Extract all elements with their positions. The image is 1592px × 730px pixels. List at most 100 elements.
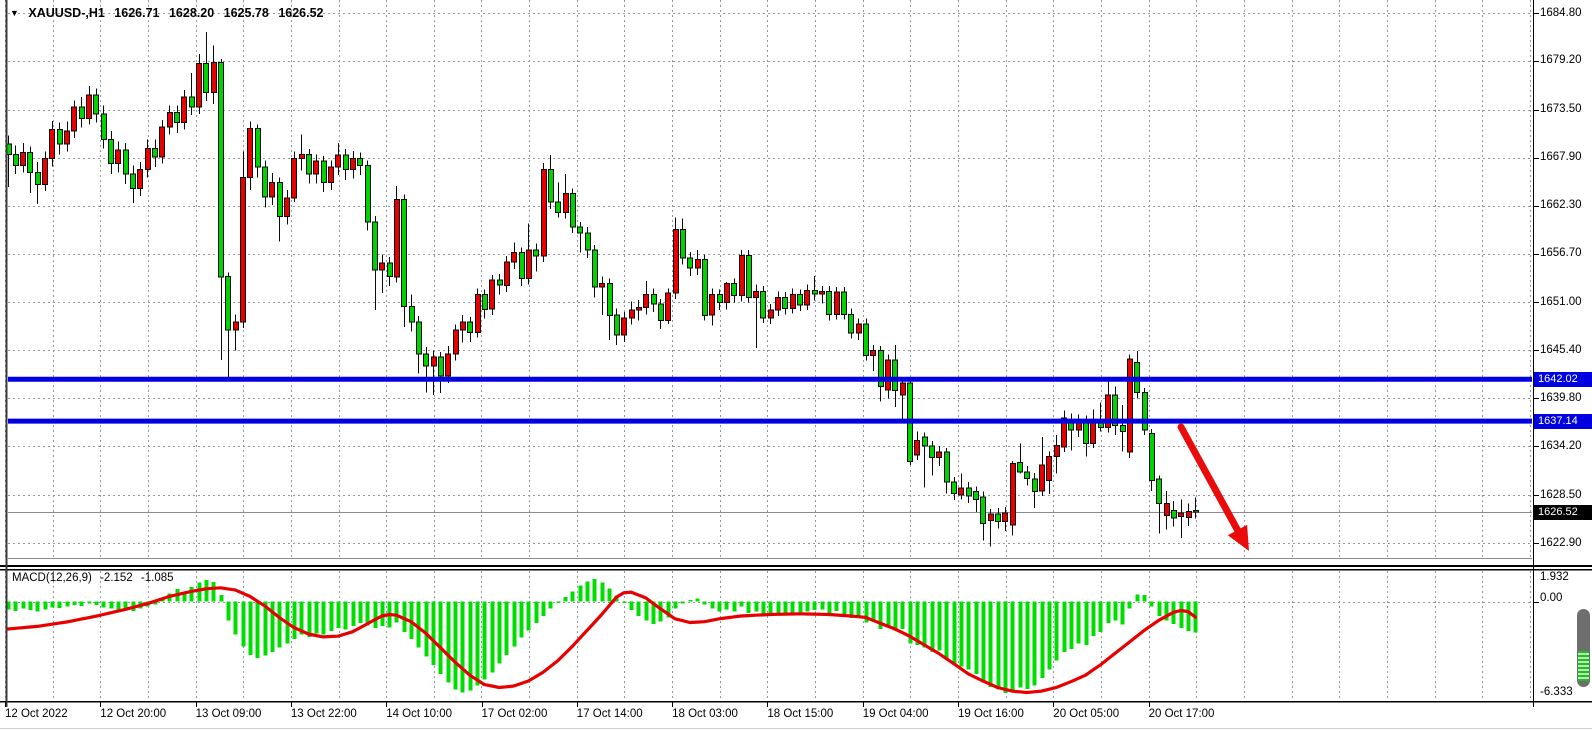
- candle-body[interactable]: [519, 252, 525, 279]
- candle-body[interactable]: [541, 169, 547, 257]
- candle-body[interactable]: [130, 173, 136, 190]
- candle-body[interactable]: [93, 94, 99, 115]
- candle-body[interactable]: [299, 153, 305, 160]
- candle-body[interactable]: [526, 249, 532, 279]
- candle-body[interactable]: [321, 160, 327, 184]
- candle-body[interactable]: [782, 296, 788, 309]
- candle-body[interactable]: [797, 294, 803, 306]
- candle-body[interactable]: [1171, 510, 1177, 519]
- candle-body[interactable]: [988, 513, 994, 522]
- candle-body[interactable]: [416, 321, 422, 355]
- candle-body[interactable]: [482, 294, 488, 310]
- candle-body[interactable]: [35, 171, 41, 185]
- candle-body[interactable]: [555, 201, 561, 213]
- candle-body[interactable]: [760, 290, 766, 319]
- candle-body[interactable]: [269, 182, 275, 198]
- trend-arrow-head[interactable]: [1227, 524, 1249, 551]
- candle-body[interactable]: [709, 294, 715, 316]
- candle-body[interactable]: [929, 445, 935, 458]
- candle-body[interactable]: [203, 63, 209, 94]
- candle-body[interactable]: [335, 154, 341, 168]
- candle-body[interactable]: [1164, 503, 1170, 517]
- candle-body[interactable]: [79, 106, 85, 119]
- candle-body[interactable]: [167, 111, 173, 128]
- candle-body[interactable]: [980, 496, 986, 524]
- candle-body[interactable]: [665, 292, 671, 321]
- candle-body[interactable]: [350, 158, 356, 171]
- candle-body[interactable]: [49, 128, 55, 159]
- candle-body[interactable]: [233, 321, 239, 331]
- candle-body[interactable]: [592, 249, 598, 288]
- candle-body[interactable]: [387, 262, 393, 278]
- candle-body[interactable]: [225, 276, 231, 331]
- candle-body[interactable]: [1186, 510, 1192, 518]
- candle-body[interactable]: [863, 323, 869, 356]
- indicator-scrollbar-thumb[interactable]: [1577, 609, 1590, 687]
- candle-body[interactable]: [1039, 464, 1045, 492]
- candle-body[interactable]: [460, 321, 466, 331]
- candle-body[interactable]: [717, 294, 723, 303]
- candle-body[interactable]: [247, 128, 253, 178]
- candle-body[interactable]: [365, 164, 371, 223]
- candle-body[interactable]: [533, 249, 539, 257]
- candle-body[interactable]: [599, 283, 605, 288]
- trend-arrow-shaft[interactable]: [1177, 423, 1241, 534]
- candle-body[interactable]: [284, 197, 290, 218]
- candle-body[interactable]: [995, 513, 1001, 523]
- candle-body[interactable]: [819, 290, 825, 295]
- candle-body[interactable]: [240, 176, 246, 323]
- candle-body[interactable]: [1105, 394, 1111, 428]
- candle-body[interactable]: [812, 289, 818, 295]
- candle-body[interactable]: [922, 436, 928, 447]
- candle-body[interactable]: [1002, 512, 1008, 523]
- candle-body[interactable]: [401, 199, 407, 308]
- candle-body[interactable]: [841, 291, 847, 315]
- candle-body[interactable]: [343, 154, 349, 171]
- candle-body[interactable]: [1112, 394, 1118, 427]
- candle-body[interactable]: [1149, 432, 1155, 481]
- candle-body[interactable]: [497, 279, 503, 286]
- candle-body[interactable]: [57, 128, 63, 145]
- candle-body[interactable]: [951, 481, 957, 494]
- candle-body[interactable]: [71, 106, 77, 132]
- candle-body[interactable]: [746, 254, 752, 298]
- candle-body[interactable]: [570, 193, 576, 228]
- candle-body[interactable]: [885, 359, 891, 391]
- candle-body[interactable]: [357, 158, 363, 166]
- candle-body[interactable]: [848, 313, 854, 334]
- candle-body[interactable]: [409, 306, 415, 323]
- candle-body[interactable]: [1017, 462, 1023, 473]
- candle-body[interactable]: [181, 96, 187, 124]
- candle-body[interactable]: [511, 252, 517, 263]
- candle-body[interactable]: [695, 259, 701, 269]
- candle-body[interactable]: [152, 147, 158, 158]
- candle-body[interactable]: [636, 307, 642, 311]
- candle-body[interactable]: [291, 158, 297, 199]
- candle-body[interactable]: [621, 317, 627, 336]
- candle-body[interactable]: [724, 283, 730, 303]
- candle-body[interactable]: [504, 261, 510, 286]
- candle-body[interactable]: [313, 160, 319, 175]
- candle-body[interactable]: [731, 283, 737, 297]
- candle-body[interactable]: [1054, 444, 1060, 457]
- candle-body[interactable]: [804, 289, 810, 306]
- candle-body[interactable]: [775, 296, 781, 311]
- candle-body[interactable]: [1142, 391, 1148, 431]
- candle-body[interactable]: [196, 63, 202, 108]
- candle-body[interactable]: [123, 149, 129, 175]
- candle-body[interactable]: [1178, 512, 1184, 517]
- candle-body[interactable]: [958, 487, 964, 496]
- candle-body[interactable]: [64, 130, 70, 145]
- candle-body[interactable]: [1032, 478, 1038, 493]
- candle-body[interactable]: [944, 451, 950, 483]
- candle-body[interactable]: [1046, 456, 1052, 481]
- candle-body[interactable]: [1010, 462, 1016, 526]
- candle-body[interactable]: [453, 329, 459, 355]
- candle-body[interactable]: [137, 169, 143, 189]
- candle-body[interactable]: [651, 294, 657, 305]
- candle-body[interactable]: [431, 356, 437, 367]
- candle-body[interactable]: [739, 254, 745, 297]
- candle-body[interactable]: [1061, 417, 1067, 448]
- candle-body[interactable]: [255, 128, 261, 168]
- candle-body[interactable]: [306, 153, 312, 175]
